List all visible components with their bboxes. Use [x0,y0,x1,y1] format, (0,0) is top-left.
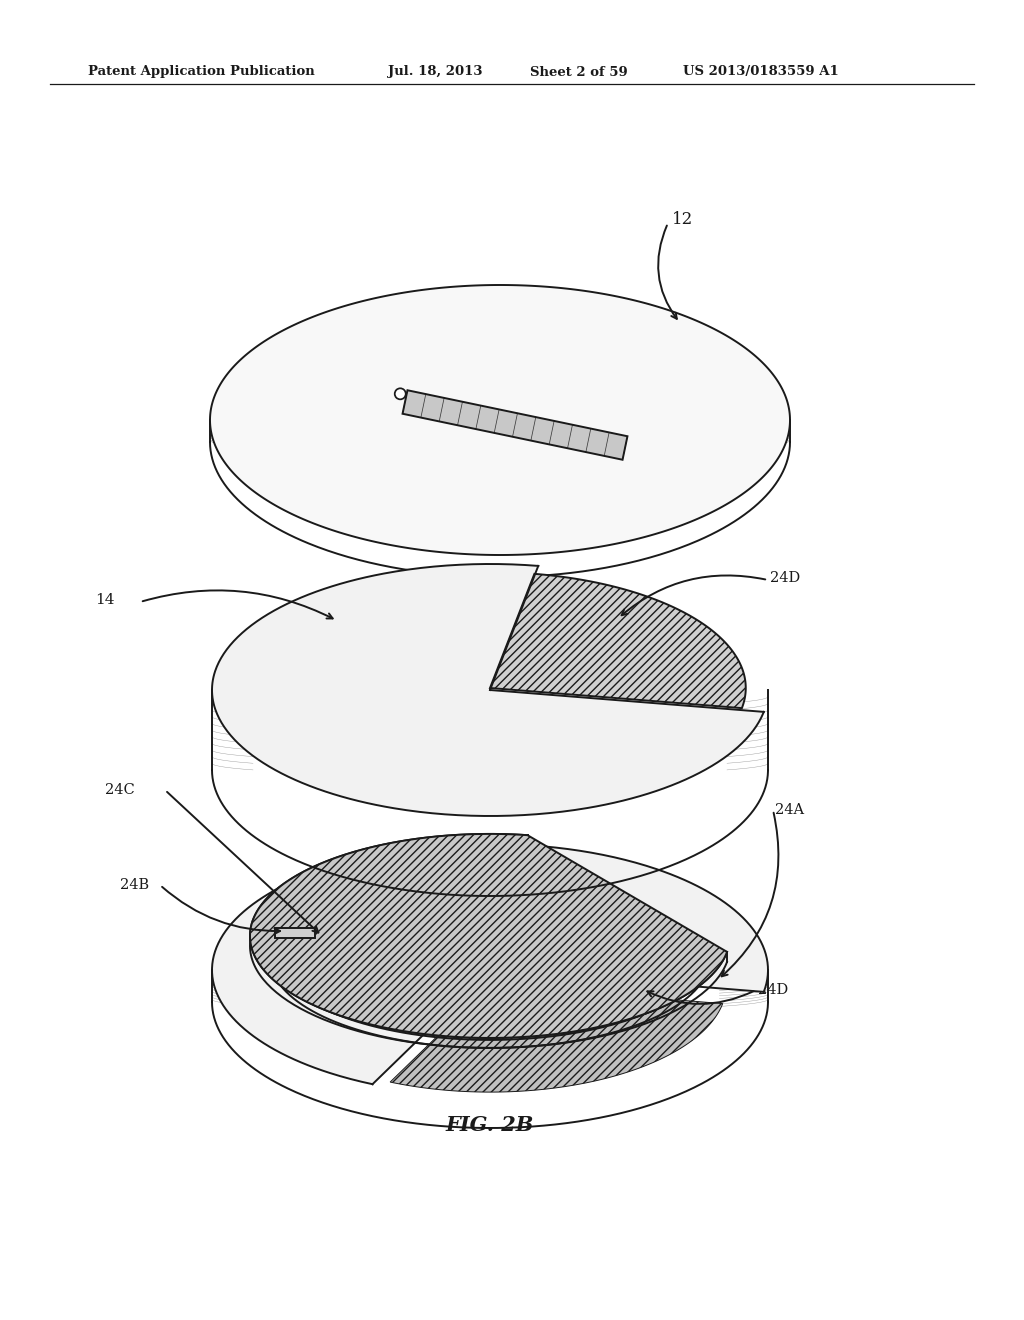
Polygon shape [390,985,723,1092]
Text: Patent Application Publication: Patent Application Publication [88,66,314,78]
Text: 24B: 24B [120,878,150,892]
Text: 24D: 24D [770,572,800,585]
Polygon shape [275,928,315,939]
Text: US 2013/0183559 A1: US 2013/0183559 A1 [683,66,839,78]
Polygon shape [212,843,768,1084]
Text: Jul. 18, 2013: Jul. 18, 2013 [388,66,482,78]
Polygon shape [210,285,790,554]
Text: 14: 14 [95,593,115,607]
Text: 24A: 24A [775,803,804,817]
Text: 24D: 24D [758,983,788,997]
Polygon shape [212,564,764,816]
Circle shape [394,388,406,400]
Polygon shape [402,391,628,459]
Text: Sheet 2 of 59: Sheet 2 of 59 [530,66,628,78]
Text: FIG. 2A: FIG. 2A [457,480,544,500]
Polygon shape [490,574,745,708]
Text: 24C: 24C [105,783,135,797]
Text: FIG. 2B: FIG. 2B [445,1115,535,1135]
Polygon shape [250,834,727,1038]
Text: 12: 12 [672,211,693,228]
